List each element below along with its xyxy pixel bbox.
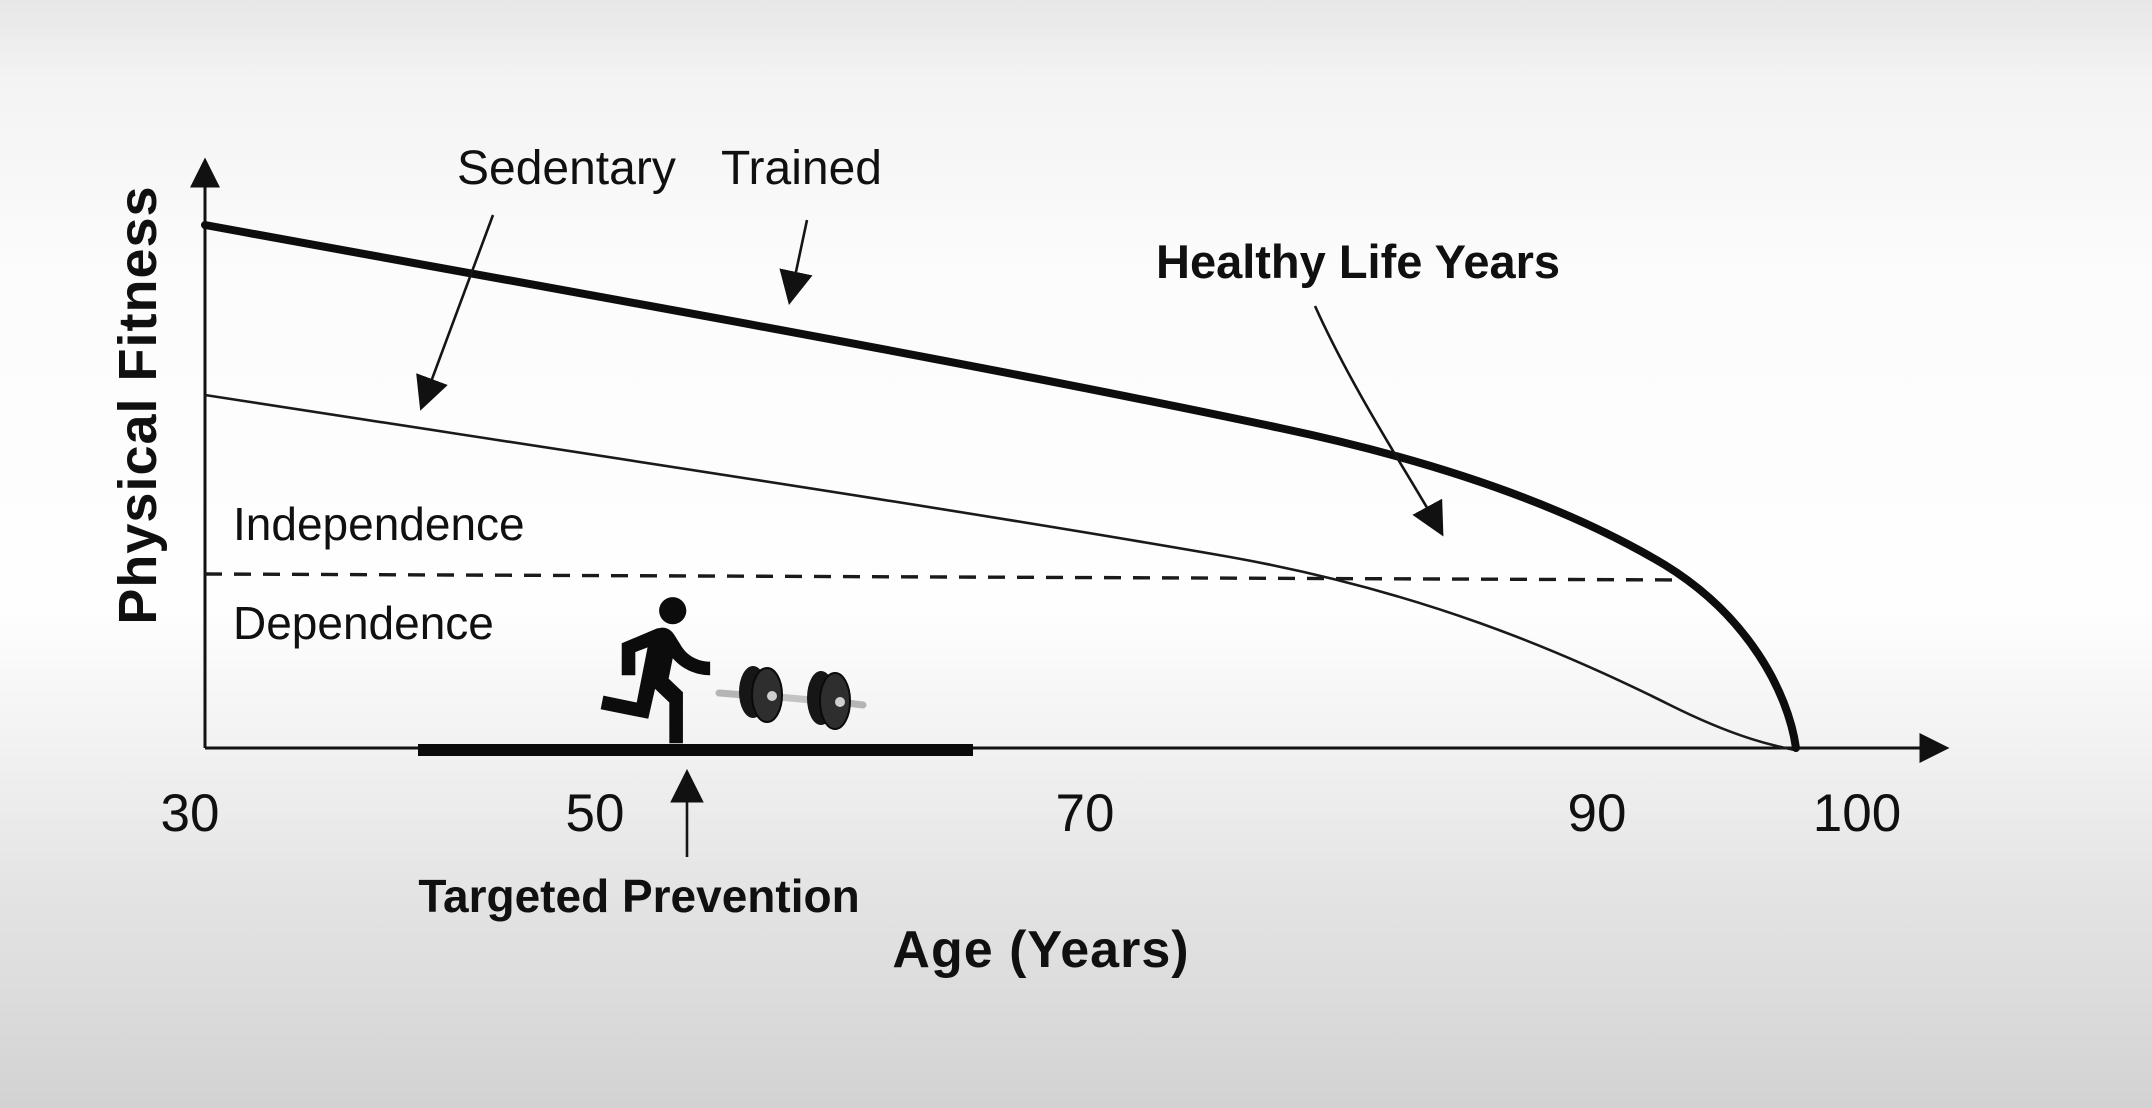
x-axis-title: Age (Years) [892, 921, 1190, 979]
x-tick-50: 50 [565, 784, 625, 843]
independence-label: Independence [233, 498, 525, 550]
trained-curve [201, 221, 1800, 752]
trained-label: Trained [721, 142, 882, 195]
dumbbell-icon [715, 666, 867, 730]
x-tick-90: 90 [1567, 784, 1627, 843]
x-tick-100: 100 [1812, 784, 1902, 843]
dependence-label: Dependence [233, 597, 494, 649]
healthy-life-years-label: Healthy Life Years [1156, 235, 1561, 288]
targeted-prevention-label: Targeted Prevention [418, 870, 860, 922]
x-tick-70: 70 [1055, 784, 1115, 843]
trained-annotation-arrow [779, 219, 813, 305]
sedentary-annotation-arrow [416, 214, 495, 411]
y-axis-title: Physical Fitness [108, 185, 168, 625]
healthy-life-years-arrow [1313, 305, 1444, 537]
sedentary-label: Sedentary [457, 142, 676, 195]
runner-icon [600, 597, 711, 744]
x-tick-30: 30 [160, 784, 220, 843]
sedentary-curve [204, 393, 1796, 752]
independence-threshold-dashed-line [204, 572, 1691, 582]
